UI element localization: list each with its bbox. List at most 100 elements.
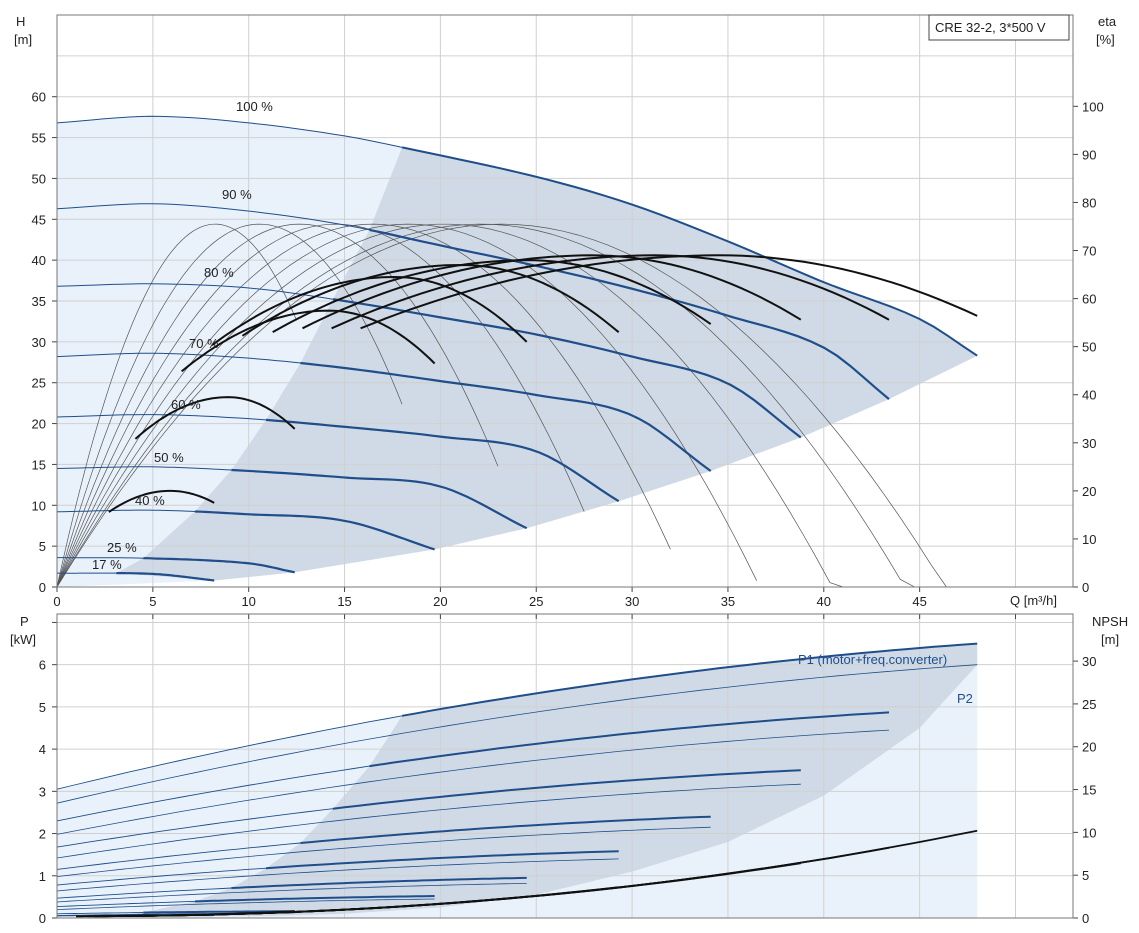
p-tick-label: 5 <box>39 700 46 715</box>
eta-reference-curve <box>56 223 297 588</box>
head-curve-bold <box>300 361 712 472</box>
p1-curve-thin <box>56 912 144 915</box>
head-curve-bold <box>265 418 620 503</box>
p1-curve-thin <box>56 765 370 822</box>
y-left-tick-label: 20 <box>32 417 46 432</box>
y-left-tick-label: 15 <box>32 457 46 472</box>
curves <box>56 115 978 588</box>
y-left-tick-label: 50 <box>32 171 46 186</box>
x-tick-label: 10 <box>241 594 255 609</box>
npsh-tick-label: 0 <box>1082 911 1089 926</box>
speed-label: 25 % <box>107 540 137 555</box>
npsh-tick-label: 10 <box>1082 825 1096 840</box>
eta-reference-curve <box>56 223 499 588</box>
head-curve-thin <box>56 352 301 364</box>
p1-curve-thin <box>56 867 267 886</box>
top-plot-frame <box>56 14 1074 588</box>
dark-power-area <box>116 643 978 916</box>
title-box <box>928 14 1070 41</box>
axes: 0 5 10 15 20 25 30 35 40 45 0 5 10 15 20 25 30 35 40 45 50 55… <box>32 90 1104 609</box>
head-curve-bold <box>231 468 528 530</box>
p-tick-label: 0 <box>39 911 46 926</box>
p1-curve-thin <box>56 808 334 848</box>
npsh-tick-label: 20 <box>1082 740 1096 755</box>
p1-curve-thin <box>56 887 232 899</box>
eta-reference-curve <box>56 223 844 588</box>
head-curve-bold <box>194 510 435 551</box>
p1-curve-thin <box>56 715 403 790</box>
dark-range-area <box>116 147 978 581</box>
y-right-tick-label: 0 <box>1082 580 1089 595</box>
speed-label: 100 % <box>236 99 273 114</box>
x-tick-label: 25 <box>529 594 543 609</box>
y-left-tick-label: 40 <box>32 253 46 268</box>
p1-curve-bold <box>231 876 527 889</box>
x-tick-label: 45 <box>912 594 926 609</box>
y-left-tick-label: 25 <box>32 376 46 391</box>
npsh-tick-label: 25 <box>1082 697 1096 712</box>
x-tick-label: 35 <box>721 594 735 609</box>
p-label-2: [kW] <box>10 632 36 647</box>
p1-series-label: P1 (motor+freq.converter) <box>798 652 947 667</box>
y-left-tick-label: 30 <box>32 335 46 350</box>
head-efficiency-chart: 100 % 90 % 80 % 70 % 60 % 50 % 40 % 25 % 17 % 0 5… <box>14 14 1117 609</box>
operating-range-fill <box>57 116 978 588</box>
x-axis-label: Q [m³/h] <box>1010 593 1057 608</box>
power-range-fill <box>57 643 978 918</box>
y-left-label-1: H <box>16 14 25 29</box>
curve-labels: 100 % 90 % 80 % 70 % 60 % 50 % 40 % 25 % 17 % <box>92 99 273 572</box>
speed-label: 40 % <box>135 493 165 508</box>
p1-curve-bold <box>300 815 711 844</box>
head-curve-bold <box>369 228 890 400</box>
efficiency-curve <box>360 254 978 330</box>
grid <box>56 614 1073 919</box>
p-tick-label: 3 <box>39 784 46 799</box>
p1-curve-bold <box>194 895 435 903</box>
y-left-tick-label: 5 <box>39 539 46 554</box>
p-tick-label: 4 <box>39 742 46 757</box>
x-tick-label: 30 <box>625 594 639 609</box>
p2-curve <box>56 898 435 910</box>
efficiency-curve <box>331 254 890 330</box>
head-curve-bold <box>401 146 978 357</box>
p-tick-label: 2 <box>39 827 46 842</box>
speed-label: 17 % <box>92 557 122 572</box>
head-curve-thin <box>57 557 144 559</box>
y-left-tick-label: 60 <box>32 90 46 105</box>
eta-reference-curve <box>56 223 671 588</box>
x-tick-label: 20 <box>433 594 447 609</box>
head-curve-thin <box>56 115 403 148</box>
p1-curve-bold <box>401 642 978 717</box>
p2-curve <box>56 883 527 903</box>
head-curve-thin <box>56 466 232 471</box>
curves <box>56 642 978 918</box>
y-right-tick-label: 40 <box>1082 388 1096 403</box>
eta-reference-curve <box>56 223 585 588</box>
p1-curve-bold <box>369 711 890 768</box>
p2-curve <box>56 858 619 892</box>
y-right-label-1: eta <box>1098 14 1117 29</box>
efficiency-curve <box>302 254 802 330</box>
y-left-tick-label: 35 <box>32 294 46 309</box>
p1-curve-bold <box>332 769 801 810</box>
head-curve-thin <box>56 509 196 513</box>
y-right-label-2: [%] <box>1096 32 1115 47</box>
y-right-tick-label: 90 <box>1082 147 1096 162</box>
p2-curve <box>56 664 978 804</box>
p1-curve-bold <box>265 850 619 870</box>
head-curve-bold <box>332 298 802 439</box>
y-right-tick-label: 70 <box>1082 244 1096 259</box>
y-right-tick-label: 60 <box>1082 292 1096 307</box>
y-right-tick-label: 30 <box>1082 436 1096 451</box>
efficiency-curve <box>180 309 436 373</box>
npsh-tick-label: 5 <box>1082 868 1089 883</box>
y-right-tick-label: 10 <box>1082 532 1096 547</box>
npsh-label-2: [m] <box>1101 632 1119 647</box>
efficiency-curve <box>241 263 620 337</box>
x-tick-label: 40 <box>817 594 831 609</box>
p-tick-label: 6 <box>39 658 46 673</box>
y-left-tick-label: 10 <box>32 498 46 513</box>
efficiency-curve <box>134 396 296 440</box>
efficiency-curve <box>108 489 215 513</box>
